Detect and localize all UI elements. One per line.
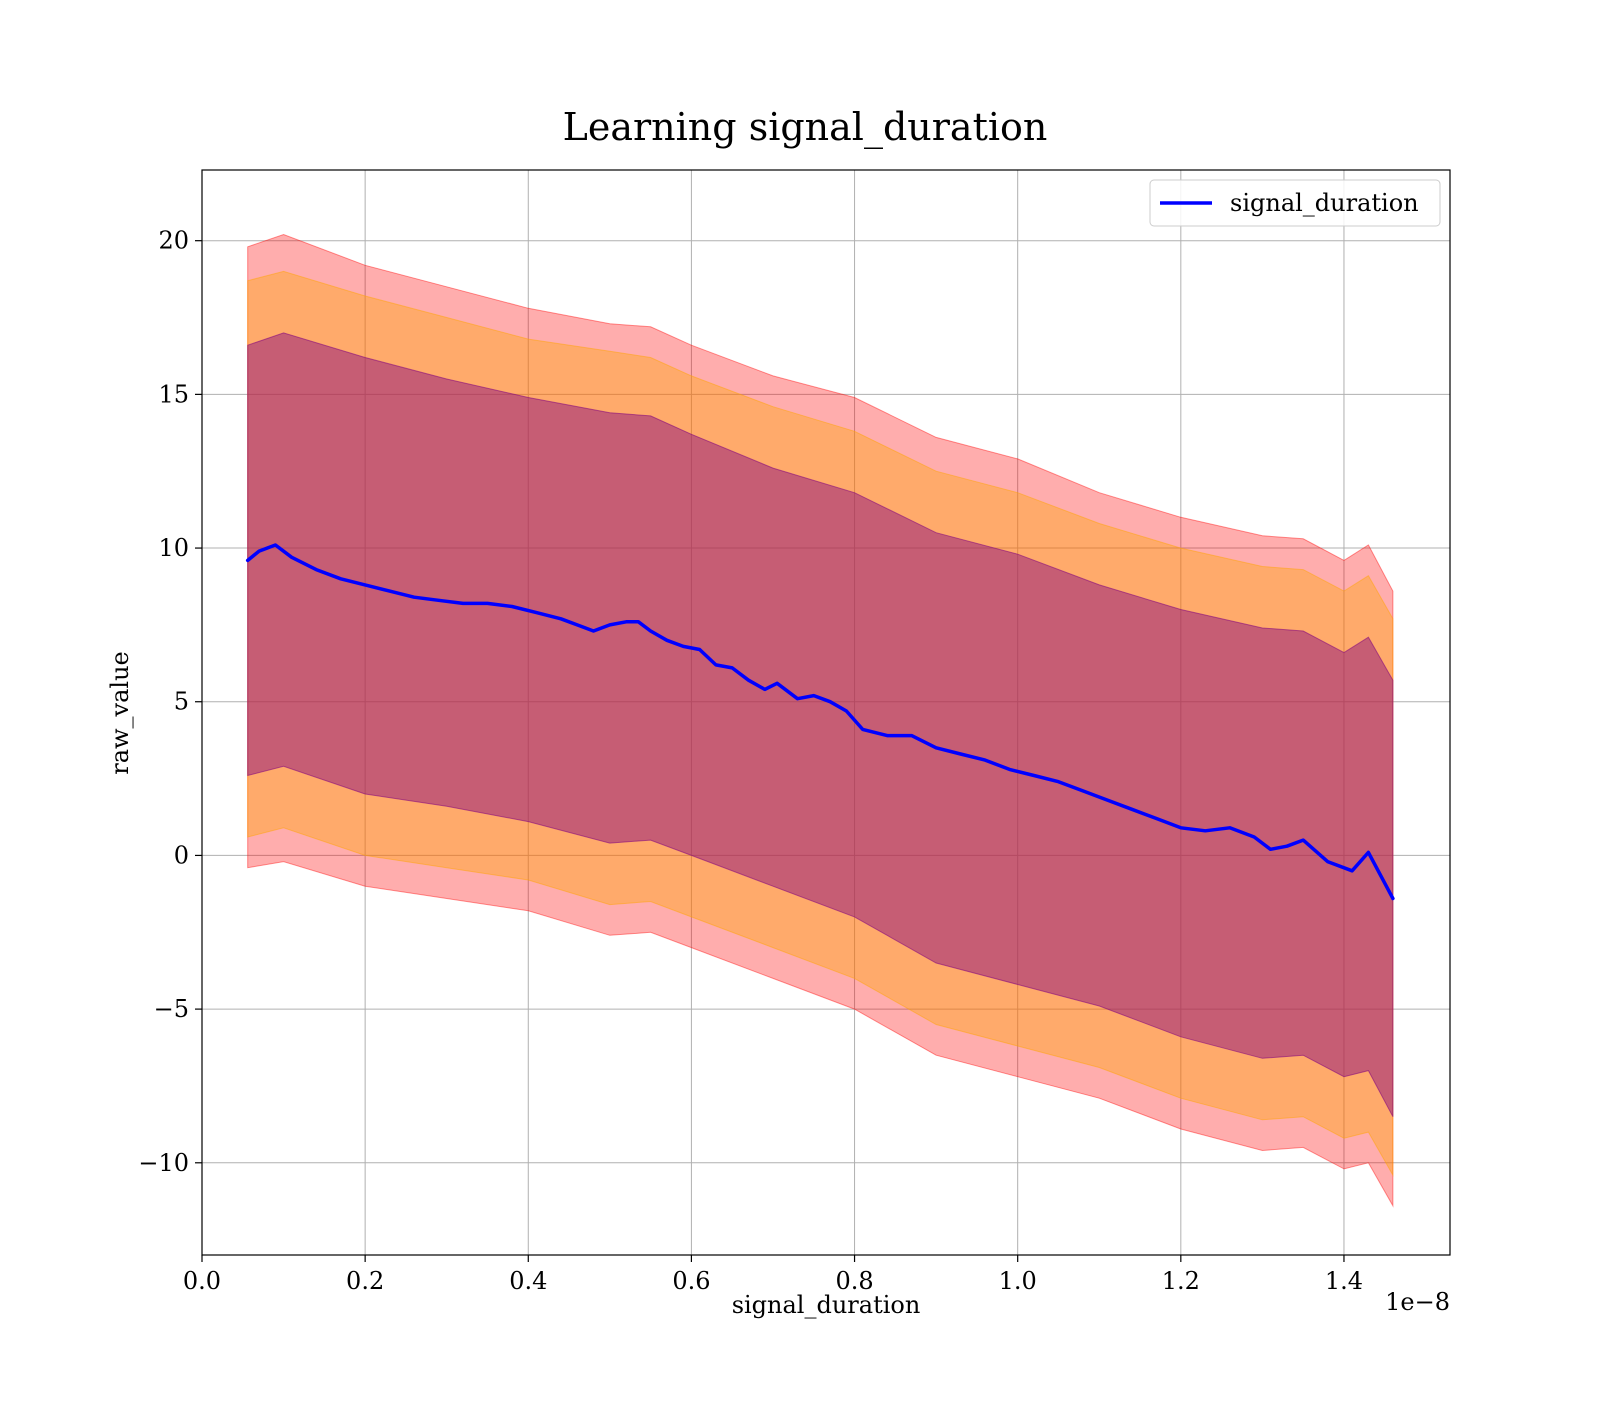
legend-label: signal_duration (1230, 189, 1419, 217)
y-tick-label: 5 (174, 688, 189, 716)
x-tick-label: 1.2 (1162, 1267, 1200, 1295)
x-tick-label: 1.0 (999, 1267, 1037, 1295)
x-tick-label: 0.2 (346, 1267, 384, 1295)
y-tick-label: 10 (158, 534, 189, 562)
legend: signal_duration (1149, 179, 1441, 227)
x-tick-label: 0.4 (509, 1267, 547, 1295)
confidence-bands (247, 233, 1394, 1208)
x-axis-ticks: 0.0 0.2 0.4 0.6 0.8 1.0 1.2 1.4 (183, 1255, 1363, 1295)
y-axis-label: raw_value (106, 651, 134, 775)
series-line (245, 543, 1395, 901)
y-tick-label: 20 (158, 227, 189, 255)
confidence-band (247, 233, 1394, 1208)
x-axis-label: signal_duration (732, 1291, 921, 1319)
chart-title: Learning signal_duration (563, 105, 1048, 150)
legend-box (1149, 179, 1441, 227)
confidence-band (247, 270, 1394, 1177)
x-tick-label: 0.6 (672, 1267, 710, 1295)
y-axis-ticks: −10 −5 0 5 10 15 20 (138, 227, 202, 1177)
y-tick-label: 15 (158, 380, 189, 408)
x-tick-label: 0.0 (183, 1267, 221, 1295)
x-axis-offset-label: 1e−8 (1385, 1288, 1450, 1316)
plot-frame (201, 169, 1451, 1256)
x-tick-label: 0.8 (835, 1267, 873, 1295)
confidence-band (247, 332, 1394, 1117)
y-tick-label: −5 (154, 995, 189, 1023)
y-tick-label: 0 (174, 841, 189, 869)
grid (201, 170, 1450, 1255)
series-lines (245, 543, 1395, 901)
y-tick-label: −10 (138, 1149, 189, 1177)
x-tick-label: 1.4 (1325, 1267, 1363, 1295)
